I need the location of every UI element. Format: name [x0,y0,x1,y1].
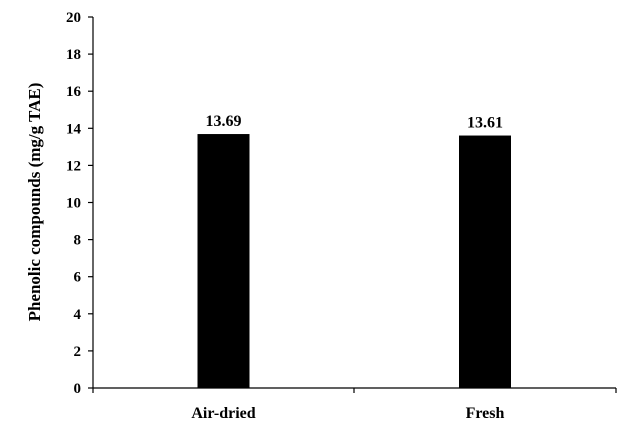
data-label: 13.69 [206,113,242,130]
y-tick-label: 6 [74,270,82,286]
y-axis-title: Phenolic compounds (mg/g TAE) [25,83,44,322]
y-tick-label: 12 [66,158,81,174]
y-tick-label: 0 [74,381,82,397]
y-tick-label: 20 [66,10,81,26]
y-tick-label: 16 [66,84,82,100]
y-tick-label: 18 [66,47,81,63]
y-tick-label: 14 [66,121,82,137]
y-tick-label: 2 [74,344,82,360]
bar-air-dried [197,134,250,388]
x-category-label: Fresh [466,405,505,422]
y-tick-label: 4 [74,307,82,323]
x-category-label: Air-dried [191,405,255,422]
bar-fresh [459,135,511,388]
data-labels: 13.69 13.61 [206,113,504,131]
bars [197,134,511,388]
x-axis: Air-dried Fresh [92,387,617,422]
y-axis: 0 2 4 6 8 10 12 14 16 18 20 [66,10,94,397]
data-label: 13.61 [467,115,503,132]
y-tick-label: 10 [66,196,81,212]
y-tick-label: 8 [74,233,82,249]
